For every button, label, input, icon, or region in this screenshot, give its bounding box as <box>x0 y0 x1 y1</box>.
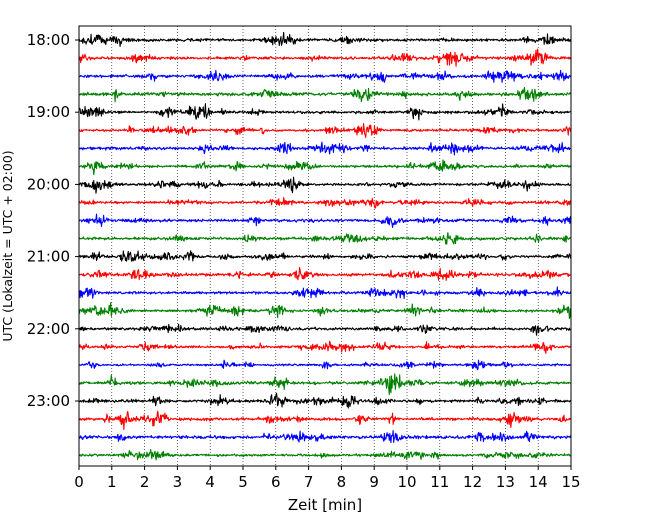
trace-1845 <box>78 86 572 103</box>
x-tick-label: 15 <box>561 473 580 491</box>
trace-1800 <box>78 31 572 47</box>
y-tick-label: 22:00 <box>27 320 70 338</box>
trace-2030 <box>78 213 572 228</box>
x-tick-label: 1 <box>107 473 117 491</box>
seismic-traces <box>78 31 572 461</box>
trace-2230 <box>78 359 572 371</box>
trace-1945 <box>78 159 572 176</box>
y-tick-label: 21:00 <box>27 248 70 266</box>
trace-2315 <box>78 410 572 431</box>
trace-2330 <box>78 430 572 444</box>
x-tick-label: 5 <box>238 473 248 491</box>
trace-2145 <box>78 302 572 319</box>
x-tick-label: 2 <box>140 473 150 491</box>
x-tick-label: 11 <box>430 473 449 491</box>
trace-2100 <box>78 250 572 262</box>
y-tick-label: 19:00 <box>27 103 70 121</box>
y-tick-label: 18:00 <box>27 31 70 49</box>
trace-1815 <box>78 48 572 67</box>
x-axis-label: Zeit [min] <box>288 496 362 514</box>
x-tick-label: 13 <box>496 473 515 491</box>
trace-1930 <box>78 141 572 156</box>
y-axis-label: UTC (Lokalzeit = UTC + 02:00) <box>0 150 15 341</box>
y-tick-label: 23:00 <box>27 392 70 410</box>
trace-1900 <box>78 103 572 121</box>
trace-2300 <box>78 392 572 409</box>
trace-2015 <box>78 197 572 209</box>
plot-frame <box>78 25 572 467</box>
x-tick-label: 7 <box>304 473 314 491</box>
trace-2200 <box>78 323 572 336</box>
trace-2215 <box>78 340 572 354</box>
trace-2115 <box>78 266 572 281</box>
y-tick-label: 20:00 <box>27 175 70 193</box>
trace-2245 <box>78 373 572 396</box>
x-tick-label: 4 <box>205 473 215 491</box>
x-tick-label: 0 <box>74 473 84 491</box>
x-tick-label: 12 <box>463 473 482 491</box>
x-tick-label: 14 <box>529 473 548 491</box>
x-tick-label: 8 <box>337 473 347 491</box>
x-tick-label: 9 <box>369 473 379 491</box>
trace-2345 <box>78 449 572 461</box>
trace-2130 <box>78 286 572 299</box>
x-axis-ticks: 0 1 2 3 4 5 6 7 8 9 10 11 12 13 14 15 <box>74 466 581 491</box>
trace-1915 <box>78 122 572 139</box>
x-tick-label: 3 <box>173 473 183 491</box>
trace-2045 <box>78 232 572 245</box>
trace-2000 <box>78 176 572 194</box>
y-axis-ticks: 18:00 19:00 20:00 21:00 22:00 23:00 <box>27 31 79 410</box>
grid-lines <box>111 26 539 466</box>
trace-1830 <box>78 69 572 83</box>
x-tick-label: 10 <box>397 473 416 491</box>
x-tick-label: 6 <box>271 473 281 491</box>
